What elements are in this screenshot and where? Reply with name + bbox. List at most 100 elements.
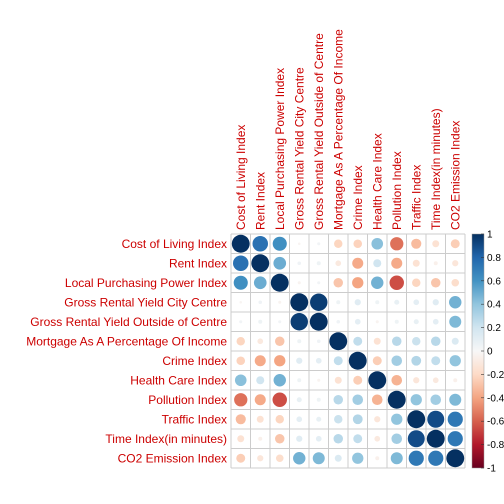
corr-circle — [316, 339, 321, 344]
corr-circle — [354, 299, 361, 306]
corr-circle — [391, 433, 403, 445]
corr-circle — [316, 261, 321, 266]
colorbar-tick-label: 0.8 — [487, 253, 501, 264]
corr-circle — [432, 240, 440, 248]
corr-circle — [373, 337, 381, 345]
corr-circle — [333, 356, 343, 366]
corr-circle — [450, 239, 460, 249]
corr-circle — [451, 278, 460, 287]
corr-circle — [413, 319, 419, 325]
row-label: Traffic Index — [162, 412, 227, 426]
corr-circle — [236, 337, 245, 346]
column-label: Pollution Index — [390, 151, 404, 230]
row-label: Crime Index — [162, 354, 227, 368]
corr-circle — [374, 416, 381, 423]
corr-circle — [334, 415, 343, 424]
corr-circle — [333, 434, 343, 444]
corr-circle — [387, 390, 406, 409]
column-label: Gross Rental Yield Outside of Centre — [312, 33, 326, 230]
corr-circle — [348, 351, 367, 370]
corr-circle — [252, 236, 268, 252]
corr-circle — [394, 319, 399, 324]
colorbar-tick-label: -0.8 — [487, 440, 504, 451]
corr-circle — [317, 281, 321, 285]
corr-circle — [352, 394, 364, 406]
corr-circle — [451, 337, 459, 345]
corr-circle — [234, 393, 248, 407]
column-label: Health Care Index — [370, 133, 384, 230]
corr-circle — [275, 454, 284, 463]
corr-circle — [254, 355, 266, 367]
corr-circle — [394, 299, 400, 305]
corr-circle — [296, 397, 302, 403]
corr-circle — [315, 435, 322, 442]
corr-circle — [333, 278, 343, 288]
colorbar-tick-label: -0.2 — [487, 370, 504, 381]
corr-circle — [372, 356, 382, 366]
corr-circle — [258, 300, 263, 305]
corr-circle — [391, 413, 403, 425]
corr-circle — [391, 257, 403, 269]
corr-circle — [296, 357, 303, 364]
corr-circle — [449, 315, 462, 328]
corr-circle — [273, 256, 287, 270]
corr-circle — [431, 336, 441, 346]
corr-circle — [412, 259, 420, 267]
colorbar-tick-label: -0.4 — [487, 393, 504, 404]
corr-circle — [272, 392, 287, 407]
corr-circle — [447, 431, 463, 447]
corr-circle — [352, 277, 364, 289]
corr-circle — [411, 238, 422, 249]
corr-circle — [371, 276, 384, 289]
corr-circle — [389, 275, 404, 290]
corr-circle — [239, 320, 243, 324]
corr-circle — [353, 336, 363, 346]
colorbar-tick-label: 0 — [487, 347, 493, 358]
corr-circle — [297, 281, 301, 285]
corr-circle — [233, 275, 248, 290]
corr-circle — [234, 374, 247, 387]
corr-circle — [374, 435, 381, 442]
corr-circle — [352, 452, 364, 464]
corr-circle — [256, 376, 265, 385]
corr-circle — [411, 355, 422, 366]
corr-circle — [352, 414, 363, 425]
corr-circle — [407, 410, 426, 429]
colorbar-tick-label: 0.6 — [487, 276, 501, 287]
corr-circle — [371, 394, 383, 406]
corr-circle — [413, 299, 420, 306]
corr-circle — [290, 313, 308, 331]
colorbar-tick-label: -1 — [487, 464, 496, 475]
column-label: Traffic Index — [409, 165, 423, 230]
corr-circle — [410, 394, 422, 406]
corr-circle — [335, 260, 342, 267]
corr-circle — [375, 456, 380, 461]
corr-circle — [316, 416, 322, 422]
corr-circle — [317, 242, 321, 246]
column-label: Time Index(in minutes) — [429, 108, 443, 230]
column-label: Local Purchasing Power Index — [273, 68, 287, 230]
corr-circle — [270, 273, 289, 292]
corr-circle — [258, 319, 263, 324]
corr-circle — [309, 312, 328, 331]
row-label: CO2 Emission Index — [118, 451, 227, 465]
row-label: Rent Index — [169, 256, 227, 270]
corr-circle — [336, 300, 341, 305]
corr-circle — [430, 394, 442, 406]
corr-circle — [368, 371, 387, 390]
corr-circle — [391, 374, 403, 386]
corr-circle — [433, 261, 438, 266]
corr-circle — [452, 260, 459, 267]
column-label: CO2 Emission Index — [448, 121, 462, 230]
row-labels: Cost of Living Index Rent Index Local Purc… — [26, 237, 227, 466]
corr-circle — [392, 336, 402, 346]
corr-circle — [257, 455, 264, 462]
corr-circle — [431, 278, 441, 288]
corr-circle — [256, 415, 264, 423]
corr-circle — [239, 300, 243, 304]
corr-circle — [413, 377, 420, 384]
corr-circle — [412, 278, 421, 287]
corr-circle — [296, 416, 303, 423]
corr-circle — [353, 375, 363, 385]
corr-circle — [353, 434, 363, 444]
